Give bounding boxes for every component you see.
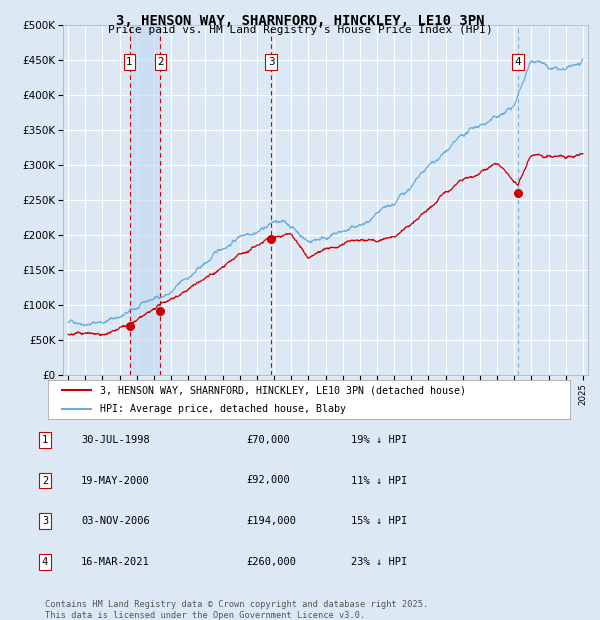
Text: 03-NOV-2006: 03-NOV-2006 bbox=[81, 516, 150, 526]
Text: 4: 4 bbox=[515, 57, 521, 67]
Text: 3: 3 bbox=[42, 516, 48, 526]
Text: 1: 1 bbox=[126, 57, 133, 67]
Text: 3, HENSON WAY, SHARNFORD, HINCKLEY, LE10 3PN: 3, HENSON WAY, SHARNFORD, HINCKLEY, LE10… bbox=[116, 14, 484, 28]
Text: HPI: Average price, detached house, Blaby: HPI: Average price, detached house, Blab… bbox=[100, 404, 346, 414]
Text: 16-MAR-2021: 16-MAR-2021 bbox=[81, 557, 150, 567]
Bar bbox=[130, 25, 160, 375]
Text: Contains HM Land Registry data © Crown copyright and database right 2025.
This d: Contains HM Land Registry data © Crown c… bbox=[45, 600, 428, 619]
Text: Price paid vs. HM Land Registry's House Price Index (HPI): Price paid vs. HM Land Registry's House … bbox=[107, 25, 493, 35]
Text: 2: 2 bbox=[42, 476, 48, 485]
Text: 23% ↓ HPI: 23% ↓ HPI bbox=[351, 557, 407, 567]
Text: 4: 4 bbox=[42, 557, 48, 567]
Text: 3, HENSON WAY, SHARNFORD, HINCKLEY, LE10 3PN (detached house): 3, HENSON WAY, SHARNFORD, HINCKLEY, LE10… bbox=[100, 386, 466, 396]
Text: 1: 1 bbox=[42, 435, 48, 445]
Text: £260,000: £260,000 bbox=[246, 557, 296, 567]
Text: £92,000: £92,000 bbox=[246, 476, 290, 485]
Text: 2: 2 bbox=[157, 57, 164, 67]
Text: 19% ↓ HPI: 19% ↓ HPI bbox=[351, 435, 407, 445]
Text: 3: 3 bbox=[268, 57, 275, 67]
Text: 19-MAY-2000: 19-MAY-2000 bbox=[81, 476, 150, 485]
Text: 11% ↓ HPI: 11% ↓ HPI bbox=[351, 476, 407, 485]
Text: 30-JUL-1998: 30-JUL-1998 bbox=[81, 435, 150, 445]
Text: 15% ↓ HPI: 15% ↓ HPI bbox=[351, 516, 407, 526]
Text: £194,000: £194,000 bbox=[246, 516, 296, 526]
Text: £70,000: £70,000 bbox=[246, 435, 290, 445]
